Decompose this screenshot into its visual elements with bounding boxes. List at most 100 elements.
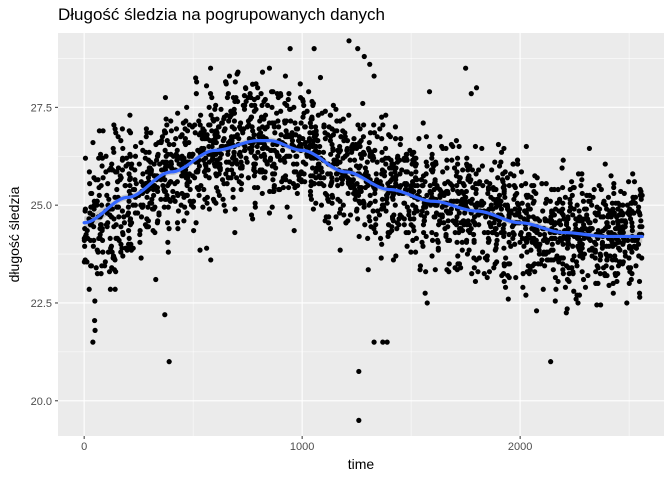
data-point bbox=[97, 231, 103, 238]
data-point bbox=[574, 292, 580, 298]
data-point bbox=[130, 202, 136, 208]
data-point bbox=[414, 177, 420, 183]
data-point bbox=[379, 196, 385, 202]
data-point bbox=[320, 149, 327, 155]
data-point bbox=[243, 155, 249, 161]
data-point bbox=[407, 147, 413, 153]
data-point bbox=[161, 204, 167, 210]
data-point bbox=[182, 204, 188, 210]
data-point bbox=[357, 163, 363, 169]
data-point bbox=[427, 143, 433, 150]
data-point bbox=[289, 138, 296, 144]
data-point bbox=[282, 73, 289, 79]
data-point bbox=[624, 210, 631, 216]
data-point bbox=[450, 143, 456, 150]
data-point bbox=[259, 190, 265, 197]
data-point bbox=[490, 206, 496, 212]
data-point bbox=[325, 132, 331, 138]
data-point bbox=[107, 235, 113, 242]
data-point bbox=[456, 210, 462, 216]
data-point bbox=[476, 255, 482, 261]
data-point bbox=[165, 249, 171, 255]
data-point bbox=[337, 118, 343, 124]
data-point bbox=[418, 212, 424, 218]
data-point bbox=[480, 182, 486, 189]
data-point bbox=[99, 227, 105, 234]
data-point bbox=[89, 190, 95, 197]
data-point bbox=[575, 300, 581, 306]
data-point bbox=[266, 65, 273, 71]
data-point bbox=[565, 233, 571, 240]
data-point bbox=[193, 169, 199, 175]
data-point bbox=[429, 253, 435, 259]
data-point bbox=[171, 141, 177, 148]
x-axis-title: time bbox=[348, 456, 375, 472]
data-point bbox=[329, 200, 335, 206]
data-point bbox=[287, 179, 293, 185]
data-point bbox=[581, 222, 587, 228]
data-point bbox=[162, 196, 168, 202]
data-point bbox=[479, 163, 485, 169]
data-point bbox=[358, 155, 365, 161]
data-point bbox=[127, 112, 133, 118]
y-tick-label: 20.0 bbox=[31, 396, 52, 408]
data-point bbox=[126, 188, 132, 195]
data-point bbox=[606, 282, 612, 288]
data-point bbox=[238, 153, 244, 159]
data-point bbox=[598, 214, 604, 220]
data-point bbox=[274, 153, 281, 159]
data-point bbox=[577, 239, 583, 245]
data-point bbox=[331, 157, 338, 163]
data-point bbox=[87, 181, 93, 187]
data-point bbox=[283, 128, 289, 134]
data-point bbox=[628, 276, 634, 283]
data-point bbox=[270, 89, 276, 95]
data-point bbox=[162, 147, 168, 153]
data-point bbox=[225, 91, 231, 97]
data-point bbox=[258, 153, 264, 159]
data-point bbox=[105, 181, 111, 187]
data-point bbox=[206, 159, 212, 165]
data-point bbox=[456, 175, 463, 181]
data-point bbox=[119, 208, 125, 214]
data-point bbox=[259, 102, 265, 108]
data-point bbox=[562, 194, 568, 200]
data-point bbox=[230, 194, 236, 200]
data-point bbox=[560, 184, 566, 191]
data-point bbox=[175, 110, 181, 116]
data-point bbox=[411, 216, 417, 222]
data-point bbox=[401, 222, 407, 228]
data-point bbox=[356, 233, 362, 240]
data-point bbox=[517, 239, 523, 245]
data-point bbox=[93, 177, 99, 183]
data-point bbox=[494, 237, 500, 243]
data-point bbox=[488, 224, 494, 230]
data-point bbox=[188, 202, 195, 208]
data-point bbox=[214, 157, 221, 163]
data-point bbox=[557, 235, 563, 242]
data-point bbox=[579, 177, 585, 183]
data-point bbox=[419, 208, 425, 214]
data-point bbox=[308, 124, 314, 130]
data-point bbox=[82, 208, 88, 214]
x-tick-label: 1000 bbox=[290, 441, 314, 453]
data-point bbox=[308, 155, 315, 161]
data-point bbox=[219, 177, 226, 183]
data-point bbox=[626, 243, 633, 249]
data-point bbox=[111, 224, 117, 230]
data-point bbox=[112, 257, 118, 263]
data-point bbox=[269, 204, 275, 210]
data-point bbox=[140, 147, 146, 153]
data-point bbox=[493, 241, 499, 247]
data-point bbox=[434, 237, 441, 243]
data-point bbox=[225, 139, 232, 146]
data-point bbox=[349, 179, 355, 185]
data-point bbox=[98, 271, 104, 277]
data-point bbox=[367, 61, 373, 67]
data-point bbox=[552, 220, 558, 226]
data-point bbox=[520, 271, 526, 277]
data-point bbox=[424, 192, 430, 198]
data-point bbox=[161, 128, 168, 134]
data-point bbox=[638, 218, 644, 224]
data-point bbox=[401, 155, 407, 161]
